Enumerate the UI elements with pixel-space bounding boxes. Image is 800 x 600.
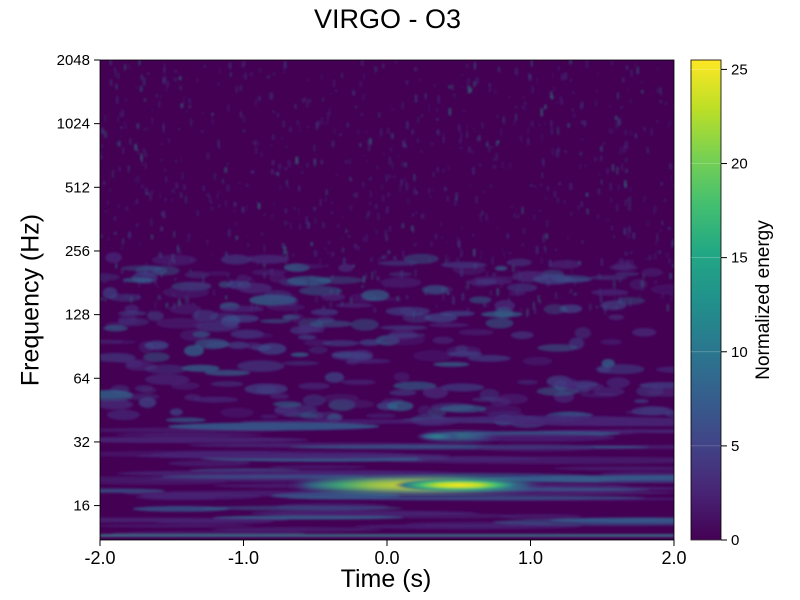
y-axis: 16 32 64 128 256 512 1024 2048 bbox=[57, 52, 100, 515]
y-tick-label: 1024 bbox=[57, 116, 90, 133]
colorbar-tick-label: 20 bbox=[731, 156, 748, 173]
x-tick-label: 1.0 bbox=[518, 548, 543, 568]
feature-peak bbox=[415, 432, 459, 441]
x-axis: -2.0 -1.0 0.0 1.0 2.0 bbox=[84, 540, 687, 568]
y-tick-label: 32 bbox=[73, 434, 90, 451]
feature-peak bbox=[394, 478, 524, 492]
x-axis-label: Time (s) bbox=[340, 565, 432, 593]
colorbar-tick-label: 0 bbox=[731, 532, 739, 549]
heatmap-area bbox=[100, 60, 674, 540]
x-tick-label: -1.0 bbox=[228, 548, 259, 568]
colorbar-axis: 0 5 10 15 20 25 bbox=[691, 61, 748, 549]
colorbar-tick-label: 15 bbox=[731, 250, 748, 267]
y-tick-label: 16 bbox=[73, 498, 90, 515]
y-tick-label: 256 bbox=[65, 243, 90, 260]
colorbar-tick-label: 5 bbox=[731, 438, 739, 455]
colorbar bbox=[690, 59, 722, 541]
y-axis-label: Frequency (Hz) bbox=[16, 213, 45, 387]
colorbar-label: Normalized energy bbox=[753, 220, 774, 380]
x-tick-label: -2.0 bbox=[84, 548, 115, 568]
x-tick-label: 2.0 bbox=[661, 548, 686, 568]
colorbar-tick-label: 10 bbox=[731, 344, 748, 361]
chart-title: VIRGO - O3 bbox=[313, 4, 462, 34]
y-tick-label: 2048 bbox=[57, 52, 90, 69]
y-tick-label: 512 bbox=[65, 179, 90, 196]
x-tick-label: 0.0 bbox=[374, 548, 399, 568]
y-tick-label: 64 bbox=[73, 370, 90, 387]
colorbar-tick-label: 25 bbox=[731, 61, 748, 78]
y-tick-label: 128 bbox=[65, 307, 90, 324]
